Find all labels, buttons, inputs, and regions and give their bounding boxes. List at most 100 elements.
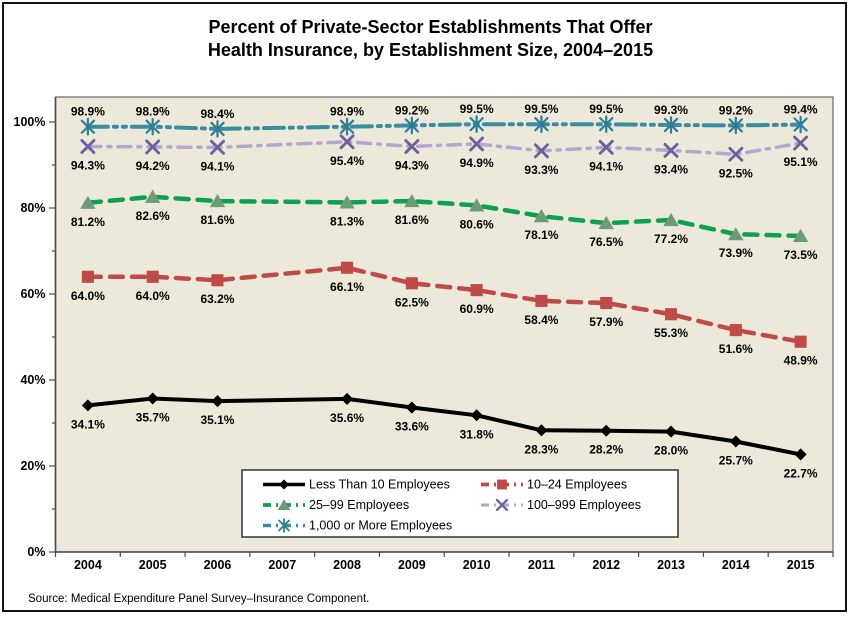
data-label: 35.1% (200, 413, 234, 427)
square-icon (794, 335, 807, 348)
asterisk-marker-icon (278, 518, 290, 533)
square-marker-icon (81, 270, 94, 283)
data-label: 35.7% (136, 410, 170, 424)
square-icon (405, 277, 418, 290)
data-label: 64.0% (71, 289, 105, 303)
asterisk-marker-icon (469, 115, 484, 133)
x-cross-marker-icon (339, 134, 355, 150)
data-label: 57.9% (589, 315, 623, 329)
data-label: 80.6% (460, 217, 494, 231)
series-25-99-employees: 81.2% 82.6% 81.6% 81.3% 81.6% 80.6% 78.1% 76.5%… (71, 189, 818, 262)
x-cross-marker-icon (598, 139, 614, 155)
data-label: 51.6% (719, 342, 753, 356)
data-label: 99.3% (654, 103, 688, 117)
x-cross-marker-icon (663, 142, 679, 158)
chart-title-line-1: Percent of Private-Sector Establishments… (208, 17, 653, 37)
diamond-icon (81, 399, 94, 412)
triangle-marker-icon (339, 195, 355, 209)
diamond-marker-icon (600, 424, 613, 437)
data-label: 81.2% (71, 215, 105, 229)
series-1-000-or-more-employees: 98.9% 98.9% 98.4% 98.9% 99.2% 99.5% 99.5% 99.5%… (71, 102, 818, 138)
x-cross-icon (404, 139, 420, 154)
triangle-icon (144, 189, 161, 203)
square-marker-icon (211, 274, 224, 287)
triangle-marker-icon (277, 499, 291, 510)
asterisk-icon (728, 116, 743, 135)
triangle-icon (598, 215, 614, 230)
data-label: 94.2% (136, 159, 170, 173)
x-cross-marker-icon (728, 146, 744, 162)
diamond-marker-icon (664, 425, 678, 438)
square-marker-icon (341, 261, 354, 274)
chart-title-line-2: Health Insurance, by Establishment Size,… (207, 40, 654, 61)
asterisk-icon (404, 116, 420, 135)
data-label: 82.6% (136, 209, 170, 223)
diamond-marker-icon (470, 409, 483, 422)
asterisk-icon (339, 117, 355, 136)
data-label: 81.6% (200, 213, 234, 227)
triangle-marker-icon (144, 189, 161, 203)
x-axis-label: 2005 (139, 558, 167, 572)
square-icon (341, 261, 354, 274)
asterisk-icon (599, 115, 614, 133)
diamond-marker-icon (405, 401, 418, 414)
data-label: 94.9% (460, 156, 494, 170)
x-axis-label: 2011 (528, 558, 555, 572)
data-label: 66.1% (330, 280, 364, 294)
diamond-icon (729, 435, 742, 448)
data-label: 98.9% (136, 105, 170, 119)
x-axis-label: 2013 (657, 558, 685, 572)
series-line-10-24-employees (85, 265, 803, 344)
legend: Less Than 10 Employees 25–99 Employees 1,0… (241, 469, 679, 538)
x-cross-icon (469, 136, 485, 152)
data-label: 77.2% (654, 232, 688, 246)
y-axis-label: 60% (20, 287, 45, 301)
asterisk-marker-icon (728, 116, 743, 135)
asterisk-icon (469, 115, 484, 133)
x-cross-marker-icon (469, 136, 485, 152)
x-axis-label: 2014 (722, 558, 750, 572)
asterisk-icon (210, 120, 225, 138)
diamond-marker-icon (279, 479, 289, 490)
triangle-icon (663, 212, 679, 227)
diamond-marker-icon (794, 448, 807, 461)
square-icon (664, 308, 678, 321)
diamond-marker-icon (729, 435, 742, 448)
diamond-icon (470, 409, 483, 422)
asterisk-marker-icon (793, 115, 808, 134)
data-label: 62.5% (395, 295, 429, 309)
diamond-icon (535, 424, 548, 437)
x-cross-marker-icon (209, 139, 225, 155)
data-label: 93.4% (654, 162, 688, 176)
triangle-marker-icon (209, 193, 226, 208)
asterisk-icon (793, 115, 808, 134)
legend-item: Less Than 10 Employees (263, 478, 450, 492)
square-marker-icon (729, 324, 742, 337)
legend-box (241, 469, 679, 538)
data-label: 28.2% (589, 443, 623, 457)
diamond-icon (664, 425, 678, 438)
asterisk-marker-icon (663, 116, 679, 134)
triangle-marker-icon (533, 209, 550, 223)
asterisk-marker-icon (80, 117, 96, 136)
x-axis-label: 2007 (268, 558, 296, 572)
triangle-icon (728, 227, 744, 241)
series-100-999-employees: 94.3% 94.2% 94.1% 95.4% 94.3% 94.9% 93.3% 94.1%… (71, 134, 818, 180)
diamond-icon (279, 479, 289, 490)
x-axis-label: 2010 (463, 558, 491, 572)
data-label: 93.3% (524, 163, 558, 177)
triangle-icon (80, 195, 96, 209)
legend-item: 100–999 Employees (481, 498, 641, 512)
square-icon (729, 324, 742, 337)
diamond-icon (600, 424, 613, 437)
triangle-icon (792, 228, 809, 242)
x-cross-icon (80, 139, 96, 154)
data-label: 35.6% (330, 411, 364, 425)
y-axis-label: 0% (27, 545, 45, 559)
triangle-marker-icon (728, 227, 744, 241)
legend-label: 10–24 Employees (527, 478, 627, 492)
square-marker-icon (600, 296, 613, 310)
square-icon (81, 270, 94, 283)
x-cross-icon (145, 139, 161, 155)
